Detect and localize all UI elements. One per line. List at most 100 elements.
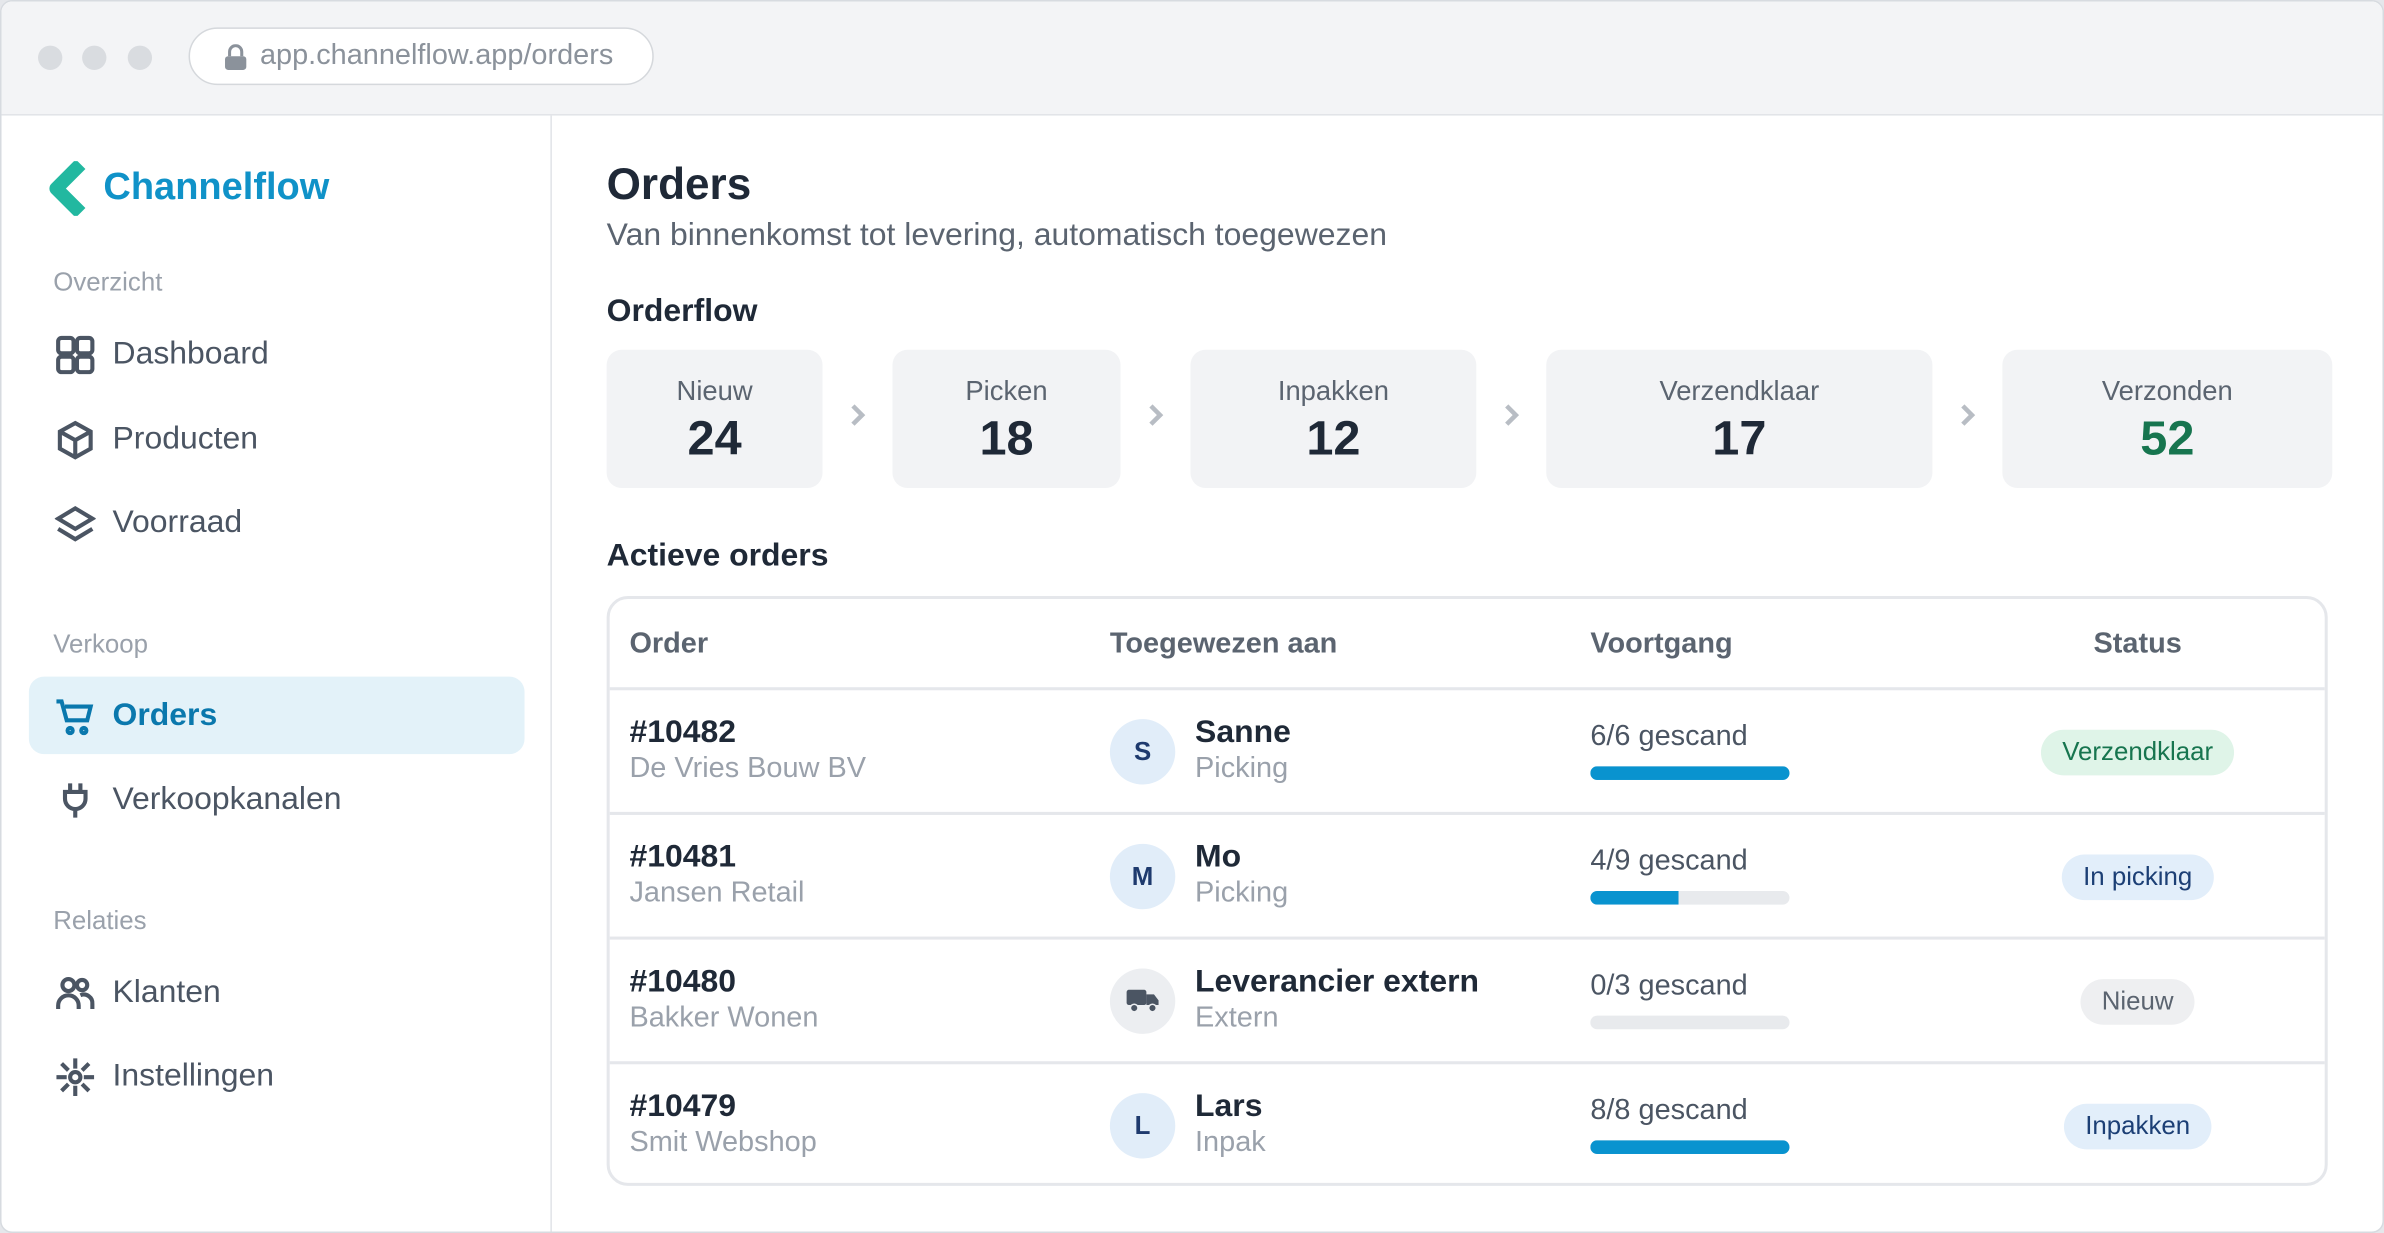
order-number: #10479	[629, 1088, 736, 1124]
progress-label: 8/8 gescand	[1590, 1094, 1748, 1127]
nav-item[interactable]: Instellingen	[29, 1037, 525, 1115]
nav-item[interactable]: Voorraad	[29, 483, 525, 561]
nav-section-title: Relaties	[53, 905, 147, 935]
stage-count: 24	[687, 410, 742, 466]
chevron	[1146, 401, 1164, 436]
stage-label: Nieuw	[676, 375, 753, 406]
assignee-name: Lars	[1195, 1088, 1263, 1124]
order-number: #10481	[629, 839, 736, 875]
progress-track	[1590, 890, 1790, 905]
nav-icon	[62, 783, 88, 818]
progress-label: 0/3 gescand	[1590, 970, 1748, 1002]
browser-bar: app.channelflow.app/orders	[1, 1, 2383, 116]
flow-stage[interactable]: Verzonden 52	[2002, 349, 2333, 489]
chevron-icon	[1505, 404, 1520, 426]
stage-label: Verzonden	[2101, 375, 2233, 406]
nav-item[interactable]: Dashboard	[29, 315, 525, 393]
nav-label: Instellingen	[112, 1058, 275, 1094]
nav-label: Producten	[112, 420, 259, 456]
lock-icon	[225, 44, 247, 70]
chevron	[1502, 401, 1520, 436]
brand-logo	[49, 161, 86, 216]
nav-icon	[56, 335, 95, 375]
stage-count: 52	[2140, 410, 2195, 466]
column-header: Order	[629, 627, 709, 660]
nav-icon	[56, 698, 94, 735]
stage-count: 12	[1306, 410, 1361, 466]
stage-label: Picken	[965, 375, 1048, 406]
nav-label: Orders	[112, 697, 218, 733]
orders-table: Order Toegewezen aan Voortgang Status #10482…	[606, 595, 2328, 1187]
table-row[interactable]: #10482 De Vries Bouw BV S Sanne Picking 6/6 g…	[609, 687, 2325, 813]
assignee-name: Mo	[1195, 839, 1242, 875]
page-title: Orders	[606, 161, 752, 210]
column-header: Status	[2093, 627, 2182, 660]
table-row[interactable]: #10480 Bakker Wonen Leverancier extern Exte…	[609, 936, 2325, 1063]
table-row[interactable]: #10479 Smit Webshop L Lars Inpak 8/8 gescand I…	[609, 1061, 2325, 1187]
flow-stage[interactable]: Verzendklaar 17	[1546, 349, 1933, 489]
nav-item[interactable]: Klanten	[29, 953, 525, 1031]
customer-name: De Vries Bouw BV	[629, 752, 867, 785]
avatar: L	[1109, 1093, 1176, 1159]
nav-label: Dashboard	[112, 336, 269, 371]
nav-item[interactable]: Verkoopkanalen	[29, 760, 525, 838]
progress-track	[1590, 1015, 1790, 1030]
chevron	[1958, 401, 1976, 436]
nav-icon	[57, 419, 93, 459]
avatar: S	[1109, 719, 1176, 785]
nav-section-title: Overzicht	[53, 267, 163, 297]
stage-count: 18	[979, 410, 1034, 466]
assignee-role: Extern	[1195, 1001, 1279, 1034]
table-row[interactable]: #10481 Jansen Retail M Mo Picking 4/9 gescand…	[609, 811, 2325, 938]
nav-icon	[56, 976, 95, 1009]
window-dot	[38, 45, 63, 70]
nav-section-title: Verkoop	[53, 628, 149, 658]
address-bar[interactable]: app.channelflow.app/orders	[188, 27, 654, 86]
assignee-role: Inpak	[1195, 1126, 1266, 1159]
section-title: Orderflow	[606, 293, 758, 329]
progress-fill	[1590, 890, 1679, 905]
chevron	[848, 401, 866, 436]
nav-label: Voorraad	[112, 504, 243, 540]
truck-icon	[1125, 989, 1158, 1013]
stage-label: Verzendklaar	[1659, 375, 1820, 406]
chevron-icon	[851, 404, 866, 426]
chevron-icon	[1961, 404, 1976, 426]
assignee-name: Leverancier extern	[1195, 963, 1480, 999]
progress-track	[1590, 766, 1790, 780]
nav-label: Klanten	[112, 973, 221, 1009]
stage-label: Inpakken	[1277, 375, 1389, 406]
customer-name: Jansen Retail	[629, 877, 805, 910]
flow-stage[interactable]: Inpakken 12	[1190, 349, 1477, 489]
nav-label: Verkoopkanalen	[112, 781, 342, 817]
progress-track	[1590, 1140, 1790, 1154]
nav-item[interactable]: Producten	[29, 399, 525, 477]
progress-label: 4/9 gescand	[1590, 845, 1748, 878]
customer-name: Bakker Wonen	[629, 1001, 819, 1034]
status-badge: Inpakken	[2063, 1103, 2212, 1150]
status-badge: Nieuw	[2080, 979, 2195, 1025]
chevron-icon	[1149, 404, 1164, 426]
column-header: Voortgang	[1590, 627, 1733, 660]
nav-item[interactable]: Orders	[28, 675, 525, 754]
nav-icon	[54, 505, 96, 542]
flow-stage[interactable]: Picken 18	[892, 349, 1121, 489]
avatar	[1109, 968, 1176, 1034]
assignee-name: Sanne	[1195, 714, 1291, 750]
url-text: app.channelflow.app/orders	[259, 39, 614, 72]
progress-fill	[1590, 1140, 1790, 1154]
assignee-role: Picking	[1195, 877, 1289, 910]
stage-count: 17	[1712, 410, 1767, 466]
brand-name[interactable]: Channelflow	[103, 165, 330, 209]
avatar: M	[1109, 843, 1176, 910]
status-badge: Verzendklaar	[2040, 729, 2235, 776]
progress-fill	[1590, 766, 1790, 780]
window-dot	[82, 45, 107, 70]
flow-stage[interactable]: Nieuw 24	[606, 349, 823, 489]
assignee-role: Picking	[1195, 752, 1289, 785]
column-header: Toegewezen aan	[1109, 627, 1338, 660]
sidebar: Channelflow Overzicht Dashboard Producten V…	[2, 115, 552, 1232]
page-subtitle: Van binnenkomst tot levering, automatisc…	[606, 217, 1387, 253]
